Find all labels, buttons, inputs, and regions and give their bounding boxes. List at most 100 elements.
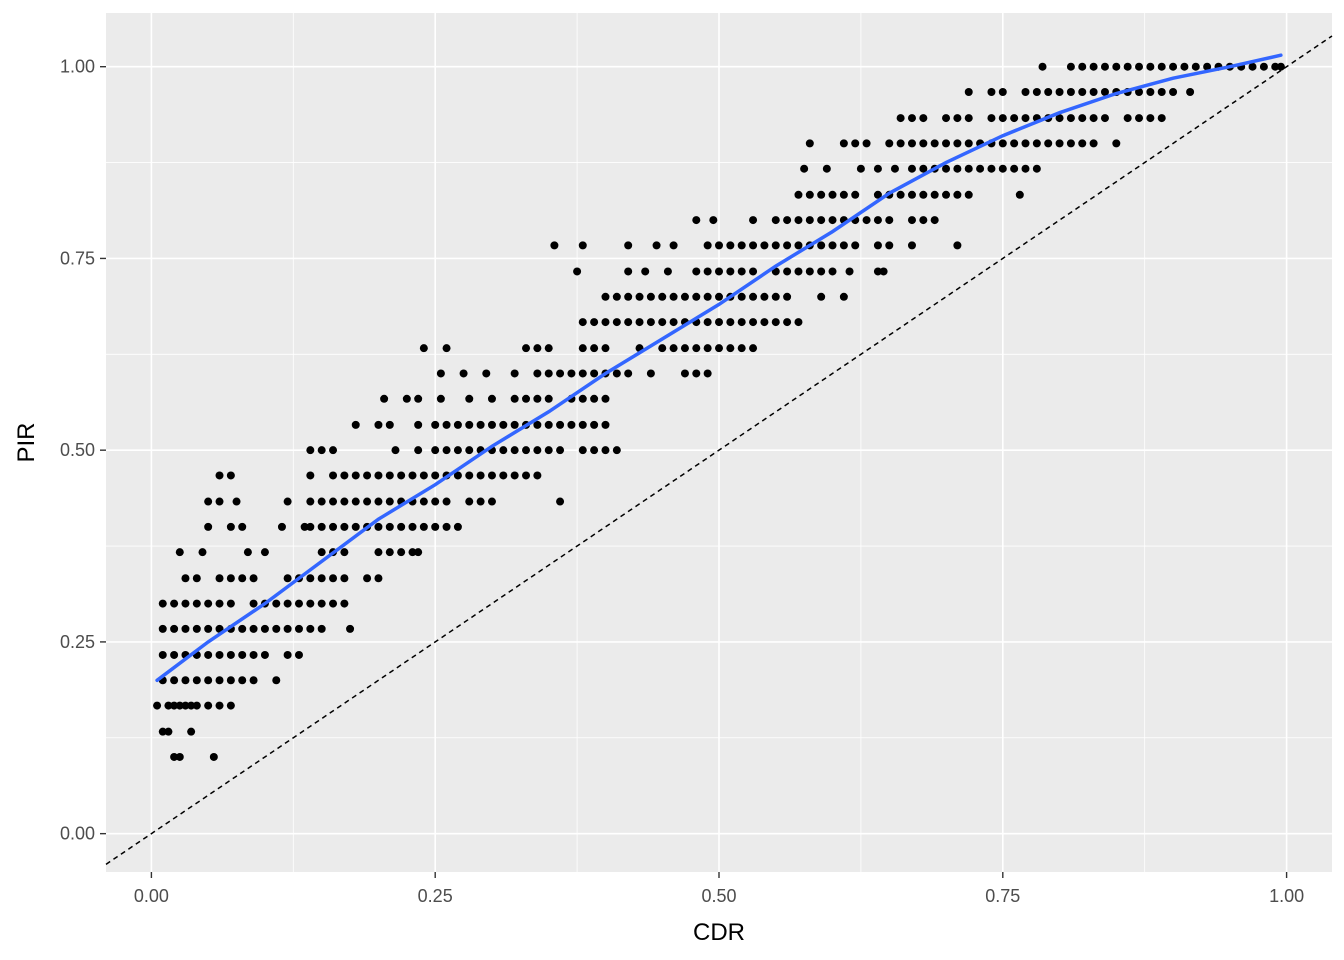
data-point <box>669 292 678 301</box>
data-point <box>232 497 241 506</box>
data-point <box>510 471 519 480</box>
data-point <box>238 522 247 531</box>
data-point <box>828 216 837 225</box>
data-point <box>329 497 338 506</box>
data-point <box>601 446 610 455</box>
data-point <box>942 114 951 123</box>
data-point <box>238 574 247 583</box>
data-point <box>822 164 831 173</box>
data-point <box>998 164 1007 173</box>
data-point <box>170 676 179 685</box>
data-point <box>794 190 803 199</box>
data-point <box>953 114 962 123</box>
data-point <box>487 471 496 480</box>
data-point <box>669 318 678 327</box>
data-point <box>204 624 213 633</box>
data-point <box>170 624 179 633</box>
data-point <box>533 369 542 378</box>
y-axis-title: PIR <box>13 422 40 462</box>
data-point <box>907 139 916 148</box>
data-point <box>737 267 746 276</box>
data-point <box>839 292 848 301</box>
data-point <box>385 420 394 429</box>
data-point <box>635 318 644 327</box>
data-point <box>805 190 814 199</box>
data-point <box>329 446 338 455</box>
data-point <box>158 599 167 608</box>
data-point <box>749 292 758 301</box>
data-point <box>783 318 792 327</box>
data-point <box>385 471 394 480</box>
data-point <box>442 344 451 353</box>
data-point <box>226 701 235 710</box>
data-point <box>845 267 854 276</box>
data-point <box>533 420 542 429</box>
data-point <box>402 394 411 403</box>
data-point <box>351 522 360 531</box>
data-point <box>624 267 633 276</box>
data-point <box>465 420 474 429</box>
data-point <box>692 344 701 353</box>
data-point <box>930 190 939 199</box>
data-point <box>896 114 905 123</box>
data-point <box>283 650 292 659</box>
data-point <box>1032 139 1041 148</box>
data-point <box>624 318 633 327</box>
data-point <box>1021 87 1030 96</box>
data-point <box>692 216 701 225</box>
data-point <box>419 522 428 531</box>
data-point <box>942 164 951 173</box>
data-point <box>431 420 440 429</box>
y-tick-label: 0.25 <box>60 632 95 652</box>
data-point <box>783 241 792 250</box>
data-point <box>363 574 372 583</box>
data-point <box>363 497 372 506</box>
data-point <box>663 267 672 276</box>
data-point <box>612 369 621 378</box>
data-point <box>192 574 201 583</box>
data-point <box>408 522 417 531</box>
y-tick-label: 1.00 <box>60 57 95 77</box>
data-point <box>1248 62 1257 71</box>
data-point <box>294 624 303 633</box>
data-point <box>283 599 292 608</box>
data-point <box>1044 139 1053 148</box>
data-point <box>749 267 758 276</box>
data-point <box>192 599 201 608</box>
data-point <box>374 420 383 429</box>
data-point <box>380 394 389 403</box>
data-point <box>1078 139 1087 148</box>
data-point <box>601 318 610 327</box>
data-point <box>715 292 723 301</box>
data-point <box>453 522 462 531</box>
data-point <box>544 369 553 378</box>
data-point <box>828 190 837 199</box>
data-point <box>1157 62 1166 71</box>
data-point <box>930 216 939 225</box>
data-point <box>317 522 326 531</box>
data-point <box>533 471 542 480</box>
data-point <box>794 241 803 250</box>
data-point <box>187 701 196 710</box>
data-point <box>317 548 326 557</box>
x-axis-title: CDR <box>693 919 745 946</box>
data-point <box>1010 139 1019 148</box>
data-point <box>998 139 1007 148</box>
data-point <box>964 114 973 123</box>
data-point <box>715 267 723 276</box>
data-point <box>465 471 474 480</box>
data-point <box>612 446 621 455</box>
data-point <box>198 548 207 557</box>
data-point <box>578 318 587 327</box>
data-point <box>1123 62 1132 71</box>
data-point <box>953 241 962 250</box>
y-axis: 0.00 0.25 0.50 0.75 1.00 <box>60 57 106 844</box>
data-point <box>544 420 553 429</box>
data-point <box>317 497 326 506</box>
data-point <box>692 267 701 276</box>
data-point <box>204 676 213 685</box>
data-point <box>771 292 780 301</box>
data-point <box>238 624 247 633</box>
data-point <box>408 548 417 557</box>
data-point <box>1078 114 1087 123</box>
